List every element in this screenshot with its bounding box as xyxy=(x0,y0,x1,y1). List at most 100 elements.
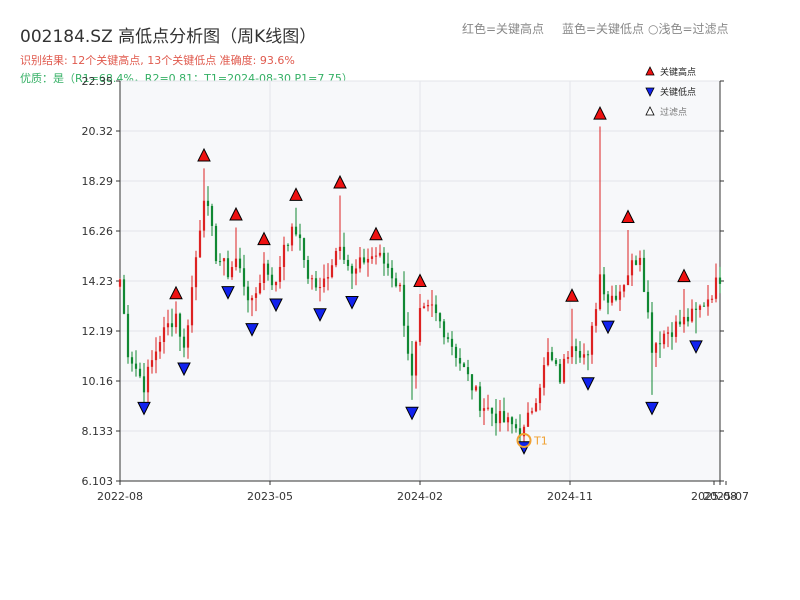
key-high-marker xyxy=(289,187,303,201)
key-high-marker xyxy=(593,105,607,120)
candle-body xyxy=(650,312,654,353)
candle-body xyxy=(214,225,218,262)
candle-body xyxy=(250,297,254,301)
candle-body xyxy=(330,265,334,278)
candle-body xyxy=(586,354,590,356)
candle-body xyxy=(402,284,406,326)
header-legend-low: 蓝色=关键低点 xyxy=(562,22,645,36)
candle-body xyxy=(238,258,242,269)
candle-body xyxy=(278,266,282,282)
y-tick-label: 14.23 xyxy=(82,275,114,288)
candle-body xyxy=(714,277,718,299)
candle-body xyxy=(298,234,302,239)
key-high-marker xyxy=(677,268,691,283)
candle-body xyxy=(546,352,550,366)
candle-body xyxy=(694,308,698,310)
candle-body xyxy=(366,258,370,263)
candle-body xyxy=(426,304,430,307)
candle-body xyxy=(554,360,558,364)
candle-body xyxy=(606,294,610,303)
candle-body xyxy=(334,250,338,266)
candle-body xyxy=(642,257,646,292)
candle-body xyxy=(646,291,650,313)
candle-body xyxy=(134,363,138,369)
candle-body xyxy=(418,308,422,342)
candle-body xyxy=(542,365,546,388)
candle-body xyxy=(170,323,174,328)
candle-body xyxy=(354,268,358,274)
candle-body xyxy=(710,298,714,300)
candle-body xyxy=(582,354,586,358)
candle-body xyxy=(182,336,186,348)
candle-body xyxy=(274,281,278,286)
candle-body xyxy=(234,258,238,268)
candle-body xyxy=(394,278,398,287)
candle-body xyxy=(658,343,662,345)
candle-body xyxy=(482,408,486,411)
candle-body xyxy=(674,321,678,337)
y-tick-label: 18.29 xyxy=(82,175,114,188)
candle-body xyxy=(486,407,490,409)
candle-body xyxy=(194,257,198,288)
candle-body xyxy=(422,306,426,309)
key-high-marker xyxy=(197,147,211,162)
candle-body xyxy=(202,200,206,231)
candle-body xyxy=(574,346,578,352)
key-high-marker xyxy=(565,288,579,302)
candle-body xyxy=(190,287,194,326)
recognition-summary: 识别结果: 12个关键高点, 13个关键低点 准确度: 93.6% xyxy=(20,54,295,67)
candle-body xyxy=(590,325,594,355)
candle-body xyxy=(618,291,622,300)
key-low-marker xyxy=(601,320,615,335)
candle-body xyxy=(690,308,694,322)
candle-body xyxy=(702,305,706,307)
candle-body xyxy=(358,257,362,269)
candle-body xyxy=(562,358,566,383)
candle-body xyxy=(514,424,518,429)
candle-body xyxy=(602,274,606,295)
candle-body xyxy=(490,407,494,414)
candle-body xyxy=(706,299,710,307)
y-tick-label: 6.103 xyxy=(82,475,114,488)
x-tick-label: 2025-08 xyxy=(691,490,737,503)
key-high-marker xyxy=(257,231,271,246)
candle-body xyxy=(662,333,666,345)
candle-body xyxy=(610,295,614,303)
candle-body xyxy=(498,411,502,424)
candle-body xyxy=(230,267,234,278)
candle-body xyxy=(638,257,642,265)
candle-body xyxy=(130,357,134,364)
candle-body xyxy=(462,363,466,368)
candle-body xyxy=(314,278,318,288)
candle-body xyxy=(146,366,150,393)
legend-label: 关键高点 xyxy=(660,66,696,78)
candle-body xyxy=(558,363,562,383)
y-tick-label: 20.32 xyxy=(82,125,114,138)
candle-body xyxy=(594,309,598,326)
candle-body xyxy=(474,386,478,391)
candle-body xyxy=(526,412,530,427)
y-tick-label: 12.19 xyxy=(82,325,114,338)
candle-body xyxy=(398,284,402,287)
candle-body xyxy=(410,353,414,376)
candle-body xyxy=(270,274,274,286)
legend-low-icon xyxy=(645,87,655,97)
candle-body xyxy=(434,304,438,314)
candle-body xyxy=(154,351,158,361)
candle-body xyxy=(282,244,286,267)
candle-body xyxy=(346,259,350,266)
candle-body xyxy=(166,323,170,328)
candle-body xyxy=(534,403,538,412)
candle-body xyxy=(210,205,214,226)
candle-body xyxy=(666,332,670,334)
t1-label: T1 xyxy=(533,434,548,447)
candle-body xyxy=(450,338,454,347)
candle-body xyxy=(138,368,142,377)
candle-body xyxy=(310,278,314,280)
candle-body xyxy=(362,257,366,263)
candle-body xyxy=(614,295,618,300)
candle-body xyxy=(122,279,126,314)
candle-body xyxy=(406,325,410,354)
candle-body xyxy=(254,293,258,298)
